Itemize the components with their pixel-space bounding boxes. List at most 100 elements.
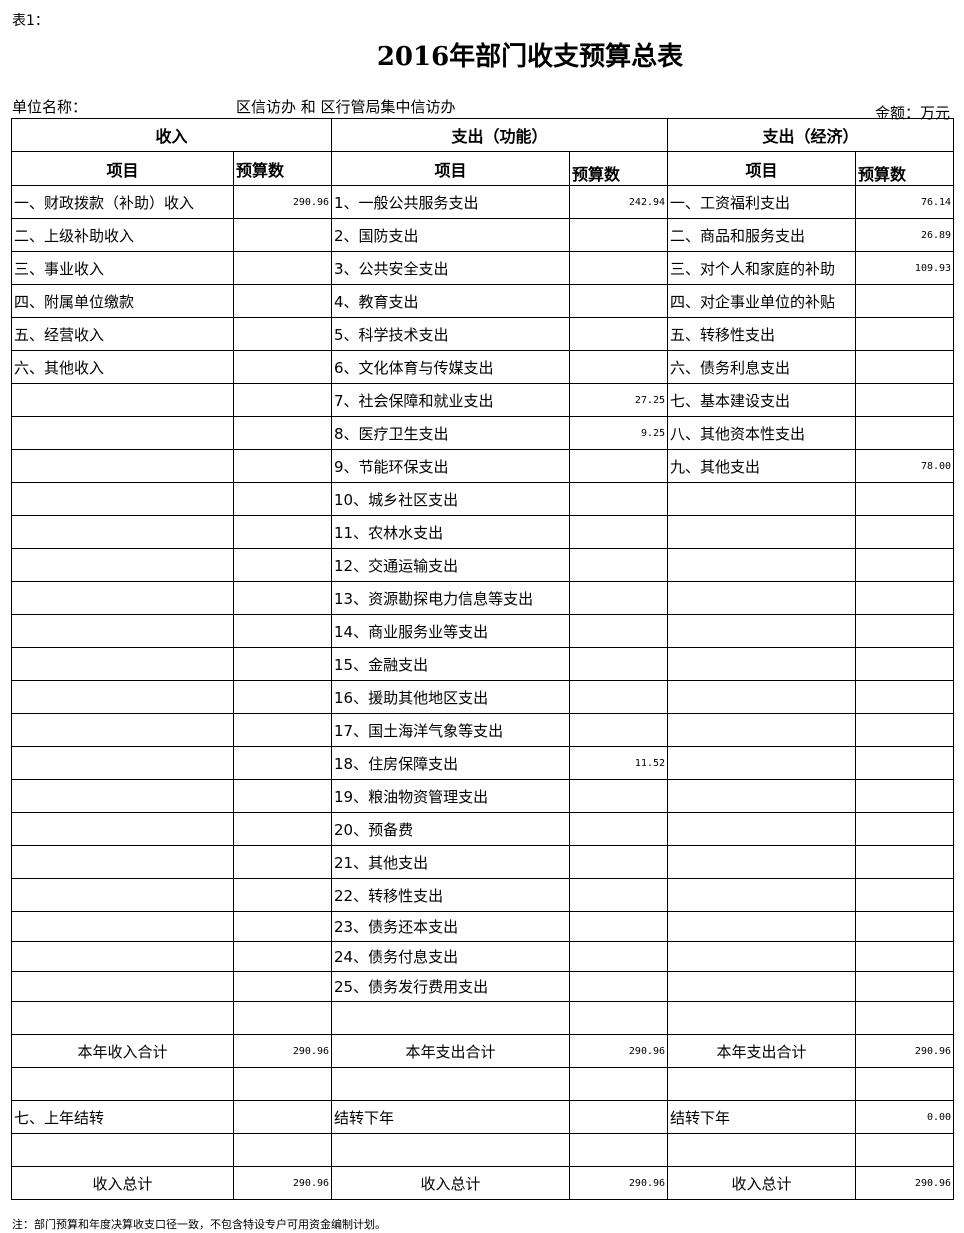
budget-cell: [569, 284, 669, 318]
item-cell: 本年支出合计: [331, 1034, 571, 1068]
item-cell: [11, 548, 234, 582]
item-cell: 三、对个人和家庭的补助: [667, 251, 857, 285]
item-cell: 本年支出合计: [667, 1034, 857, 1068]
budget-cell: 290.96: [569, 1034, 669, 1068]
item-cell: 10、城乡社区支出: [331, 482, 571, 516]
item-cell: [331, 1133, 571, 1167]
table-number: 表1：: [12, 13, 49, 29]
budget-cell: [232, 383, 333, 417]
table-row: 六、其他收入 6、文化体育与传媒支出 六、债务利息支出: [11, 350, 955, 384]
budget-cell: [232, 482, 333, 516]
budget-cell: [232, 971, 333, 1002]
budget-cell: 11.52: [569, 746, 669, 780]
item-cell: 八、其他资本性支出: [667, 416, 857, 450]
budget-cell: [232, 878, 333, 912]
item-cell: [667, 911, 857, 942]
budget-cell: 290.96: [232, 185, 333, 219]
item-cell: 20、预备费: [331, 812, 571, 846]
unit-label: 单位名称：: [12, 98, 88, 116]
budget-cell: [855, 971, 955, 1002]
table-row: 20、预备费: [11, 812, 955, 846]
budget-cell: [855, 812, 955, 846]
item-cell: [667, 548, 857, 582]
item-cell: 18、住房保障支出: [331, 746, 571, 780]
budget-cell: [569, 779, 669, 813]
budget-table: 收入 支出（功能） 支出（经济） 项目 预算数 项目 预算数 项目 预算数 一、…: [10, 118, 955, 1200]
item-cell: 五、转移性支出: [667, 317, 857, 351]
budget-cell: 78.00: [855, 449, 955, 483]
item-cell: 14、商业服务业等支出: [331, 614, 571, 648]
budget-cell: [855, 317, 955, 351]
budget-cell: [569, 1001, 669, 1035]
budget-cell: [232, 812, 333, 846]
table-row: 24、债务付息支出: [11, 941, 955, 972]
budget-cell: [569, 218, 669, 252]
table-row: 10、城乡社区支出: [11, 482, 955, 516]
budget-cell: 26.89: [855, 218, 955, 252]
budget-cell: [232, 515, 333, 549]
budget-cell: [569, 647, 669, 681]
header-budget: 预算数: [569, 151, 669, 186]
budget-cell: [232, 317, 333, 351]
table-row: 三、事业收入 3、公共安全支出 三、对个人和家庭的补助 109.93: [11, 251, 955, 285]
table-row: 四、附属单位缴款 4、教育支出 四、对企事业单位的补贴: [11, 284, 955, 318]
budget-cell: 290.96: [232, 1166, 333, 1200]
item-cell: [11, 416, 234, 450]
budget-cell: [232, 284, 333, 318]
budget-cell: [569, 251, 669, 285]
item-cell: 收入总计: [667, 1166, 857, 1200]
item-cell: 22、转移性支出: [331, 878, 571, 912]
table-row: 21、其他支出: [11, 845, 955, 879]
item-cell: 25、债务发行费用支出: [331, 971, 571, 1002]
header-budget: 预算数: [232, 151, 333, 186]
budget-cell: [232, 218, 333, 252]
table-row: [11, 1001, 955, 1035]
budget-cell: [855, 515, 955, 549]
item-cell: 16、援助其他地区支出: [331, 680, 571, 714]
budget-cell: [569, 941, 669, 972]
budget-cell: [855, 878, 955, 912]
budget-cell: [569, 713, 669, 747]
item-cell: 3、公共安全支出: [331, 251, 571, 285]
budget-cell: [569, 971, 669, 1002]
item-cell: [667, 1001, 857, 1035]
budget-cell: [569, 812, 669, 846]
budget-cell: [232, 941, 333, 972]
item-cell: 6、文化体育与传媒支出: [331, 350, 571, 384]
budget-cell: [855, 746, 955, 780]
budget-cell: [569, 317, 669, 351]
item-cell: [11, 482, 234, 516]
budget-cell: [232, 845, 333, 879]
item-cell: [667, 614, 857, 648]
table-row: 9、节能环保支出 九、其他支出 78.00: [11, 449, 955, 483]
item-cell: 七、基本建设支出: [667, 383, 857, 417]
item-cell: [11, 878, 234, 912]
budget-cell: [232, 581, 333, 615]
item-cell: 一、工资福利支出: [667, 185, 857, 219]
item-cell: [11, 713, 234, 747]
budget-cell: [232, 251, 333, 285]
unit-name: 区信访办 和 区行管局集中信访办: [236, 98, 456, 116]
item-cell: [11, 449, 234, 483]
budget-cell: [855, 779, 955, 813]
item-cell: 四、附属单位缴款: [11, 284, 234, 318]
table-row: 15、金融支出: [11, 647, 955, 681]
budget-cell: [855, 284, 955, 318]
header-income: 收入: [10, 118, 333, 152]
budget-cell: [569, 614, 669, 648]
header-item: 项目: [667, 151, 857, 186]
budget-cell: [569, 680, 669, 714]
budget-cell: [855, 911, 955, 942]
item-cell: [11, 647, 234, 681]
item-cell: [11, 941, 234, 972]
item-cell: 结转下年: [331, 1100, 571, 1134]
table-row: 11、农林水支出: [11, 515, 955, 549]
item-cell: 4、教育支出: [331, 284, 571, 318]
budget-cell: [232, 779, 333, 813]
item-cell: [667, 515, 857, 549]
item-cell: [667, 647, 857, 681]
item-cell: [667, 1133, 857, 1167]
table-row: 19、粮油物资管理支出: [11, 779, 955, 813]
item-cell: 9、节能环保支出: [331, 449, 571, 483]
budget-cell: [232, 713, 333, 747]
